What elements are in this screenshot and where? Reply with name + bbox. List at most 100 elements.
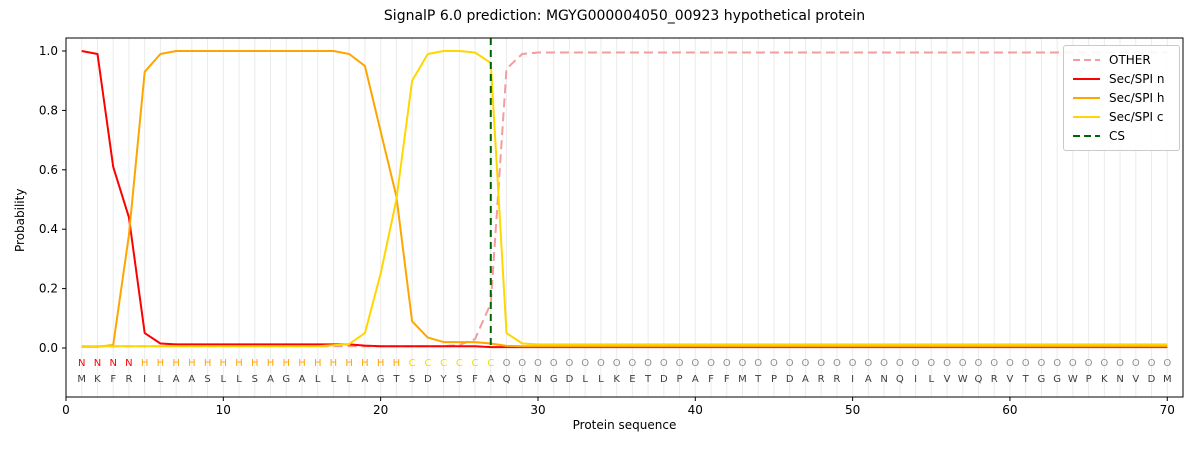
sequence-letter: S (204, 374, 210, 385)
region-label-letter: O (927, 358, 935, 369)
region-label-letter: O (565, 358, 573, 369)
region-label-letter: H (330, 358, 338, 369)
sequence-letter: L (221, 374, 227, 385)
sequence-letter: M (77, 374, 86, 385)
sequence-letter: P (1086, 374, 1092, 385)
region-label-letter: O (1085, 358, 1093, 369)
region-label-letter: O (754, 358, 762, 369)
region-label-letter: O (801, 358, 809, 369)
region-label-letter: H (393, 358, 401, 369)
y-tick-label: 0.6 (39, 163, 58, 177)
region-label-letter: C (409, 358, 416, 369)
region-label-letter: O (1116, 358, 1124, 369)
region-label-letter: O (1037, 358, 1045, 369)
sequence-letter: G (550, 374, 558, 385)
region-label-letter: O (1022, 358, 1030, 369)
region-label-letter: O (503, 358, 511, 369)
sequence-letter: Q (503, 374, 511, 385)
sequence-letter: L (598, 374, 604, 385)
sequence-letter: F (472, 374, 478, 385)
y-tick-label: 0.4 (39, 222, 58, 236)
sequence-letter: F (724, 374, 730, 385)
series-line-sec-spi-c (81, 50, 1168, 348)
region-label-letter: C (440, 358, 447, 369)
region-label-letter: O (786, 358, 794, 369)
legend-swatch-cs (1073, 135, 1100, 138)
sequence-letter: R (833, 374, 840, 385)
region-label-letter: O (534, 358, 542, 369)
x-tick-label: 30 (530, 403, 545, 417)
region-label-letter: H (220, 358, 228, 369)
region-label-letter: O (1006, 358, 1014, 369)
x-tick-label: 20 (373, 403, 388, 417)
sequence-letter: A (692, 374, 699, 385)
region-label-letter: O (849, 358, 857, 369)
region-label-letter: O (628, 358, 636, 369)
x-tick-label: 0 (62, 403, 70, 417)
legend-item: Sec/SPI h (1073, 92, 1170, 104)
region-label-letter: H (298, 358, 306, 369)
sequence-letter: I (851, 374, 854, 385)
sequence-letter: M (1163, 374, 1172, 385)
x-tick-label: 40 (688, 403, 703, 417)
sequence-letter: R (991, 374, 998, 385)
sequence-letter: T (392, 374, 400, 385)
region-label-letter: H (188, 358, 196, 369)
region-label-letter: O (518, 358, 526, 369)
series-line-other (81, 51, 1168, 348)
region-label-letter: O (1163, 358, 1171, 369)
sequence-letter: I (143, 374, 146, 385)
sequence-letter: P (677, 374, 683, 385)
x-tick-label: 50 (845, 403, 860, 417)
legend-item: CS (1073, 130, 1170, 142)
y-tick-label: 0.2 (39, 282, 58, 296)
x-tick-label: 10 (216, 403, 231, 417)
region-label-letter: O (817, 358, 825, 369)
region-label-letter: C (424, 358, 431, 369)
sequence-letter: A (487, 374, 494, 385)
sequence-letter: K (1101, 374, 1108, 385)
region-label-letter: H (172, 358, 180, 369)
region-label-letter: O (581, 358, 589, 369)
sequence-letter: S (456, 374, 462, 385)
region-label-letter: O (896, 358, 904, 369)
sequence-letter: L (928, 374, 934, 385)
y-tick-label: 1.0 (39, 44, 58, 58)
region-label-letter: O (912, 358, 920, 369)
legend-item: Sec/SPI c (1073, 111, 1170, 123)
sequence-letter: W (958, 374, 968, 385)
sequence-letter: D (424, 374, 432, 385)
region-label-letter: O (550, 358, 558, 369)
region-label-letter: H (361, 358, 369, 369)
region-label-letter: H (314, 358, 322, 369)
region-label-letter: O (959, 358, 967, 369)
region-label-letter: H (345, 358, 353, 369)
region-label-letter: O (613, 358, 621, 369)
sequence-letter: N (880, 374, 887, 385)
sequence-letter: T (644, 374, 652, 385)
legend-item-label: Sec/SPI n (1109, 71, 1165, 86)
sequence-letter: F (110, 374, 116, 385)
plot-frame (65, 37, 1184, 398)
sequence-letter: Q (896, 374, 904, 385)
sequence-letter: V (1007, 374, 1014, 385)
legend-swatch-other (1073, 58, 1100, 61)
sequence-letter: K (94, 374, 101, 385)
region-label-letter: O (864, 358, 872, 369)
sequence-letter: Y (440, 374, 448, 385)
sequence-letter: V (1132, 374, 1139, 385)
region-label-letter: N (78, 358, 85, 369)
sequence-letter: L (331, 374, 337, 385)
sequence-letter: N (1116, 374, 1123, 385)
sequence-letter: L (158, 374, 164, 385)
legend: OTHER Sec/SPI n Sec/SPI h Sec/SPI c CS (1063, 45, 1180, 151)
region-label-letter: O (691, 358, 699, 369)
legend-item-label: Sec/SPI c (1109, 110, 1164, 125)
y-tick-label: 0.0 (39, 341, 58, 355)
sequence-letter: E (629, 374, 635, 385)
region-label-letter: O (880, 358, 888, 369)
legend-swatch-sec-spi-h (1073, 96, 1100, 99)
sequence-letter: A (188, 374, 195, 385)
region-label-letter: O (739, 358, 747, 369)
